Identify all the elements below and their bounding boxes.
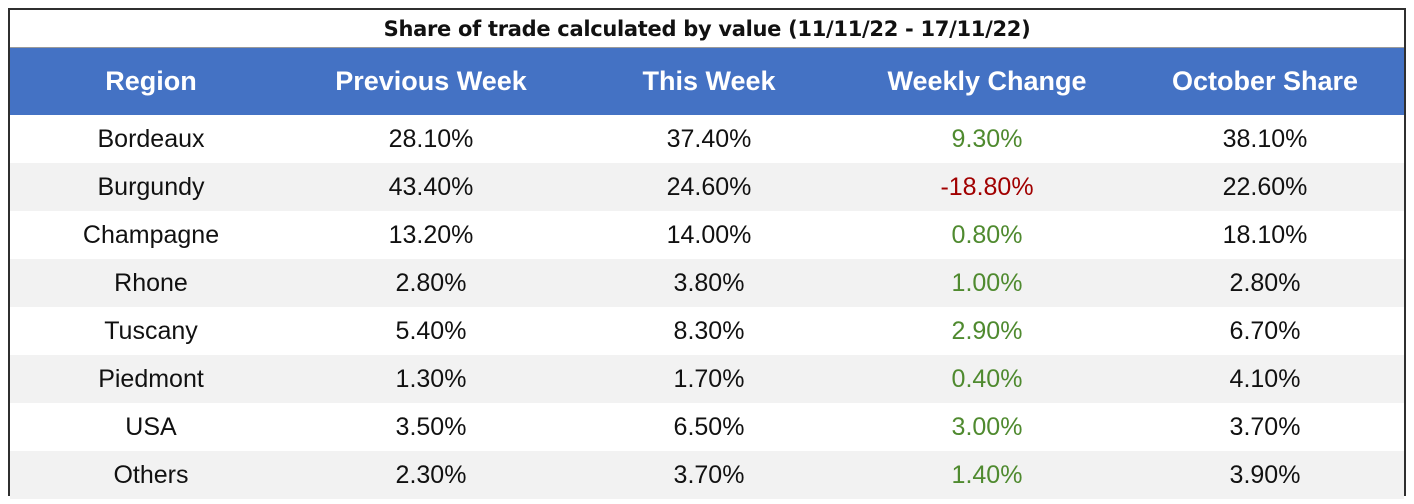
cell-october-share: 38.10% xyxy=(1222,124,1308,153)
cell-region: USA xyxy=(125,412,177,441)
header-weekly-change: Weekly Change xyxy=(887,66,1087,96)
table-row: Bordeaux 28.10% 37.40% 9.30% 38.10% xyxy=(10,115,1404,163)
cell-this-week: 24.60% xyxy=(666,172,752,201)
cell-previous-week: 28.10% xyxy=(388,124,474,153)
cell-region: Tuscany xyxy=(104,316,198,345)
cell-previous-week: 2.80% xyxy=(395,268,467,297)
cell-october-share: 3.70% xyxy=(1229,412,1301,441)
cell-october-share: 22.60% xyxy=(1222,172,1308,201)
header-october-share: October Share xyxy=(1171,66,1359,96)
cell-this-week: 3.80% xyxy=(673,268,745,297)
header-previous-week: Previous Week xyxy=(335,66,527,96)
cell-october-share: 2.80% xyxy=(1229,268,1301,297)
cell-weekly-change: 1.40% xyxy=(951,460,1023,489)
cell-weekly-change: 1.00% xyxy=(951,268,1023,297)
cell-weekly-change: 2.90% xyxy=(951,316,1023,345)
cell-weekly-change: -18.80% xyxy=(940,172,1034,201)
table-row: Piedmont 1.30% 1.70% 0.40% 4.10% xyxy=(10,355,1404,403)
share-of-trade-table: Share of trade calculated by value (11/1… xyxy=(8,8,1406,499)
table-row: Tuscany 5.40% 8.30% 2.90% 6.70% xyxy=(10,307,1404,355)
cell-region: Others xyxy=(113,460,189,489)
table-title: Share of trade calculated by value (11/1… xyxy=(10,10,1404,48)
cell-weekly-change: 0.40% xyxy=(951,364,1023,393)
table-row: Others 2.30% 3.70% 1.40% 3.90% xyxy=(10,451,1404,499)
cell-region: Rhone xyxy=(114,268,188,297)
cell-previous-week: 1.30% xyxy=(395,364,467,393)
cell-october-share: 18.10% xyxy=(1222,220,1308,249)
cell-this-week: 1.70% xyxy=(673,364,745,393)
cell-region: Champagne xyxy=(82,220,220,249)
table-row: Burgundy 43.40% 24.60% -18.80% 22.60% xyxy=(10,163,1404,211)
cell-october-share: 6.70% xyxy=(1229,316,1301,345)
cell-weekly-change: 3.00% xyxy=(951,412,1023,441)
cell-october-share: 3.90% xyxy=(1229,460,1301,489)
cell-this-week: 3.70% xyxy=(673,460,745,489)
header-this-week: This Week xyxy=(642,66,776,96)
table-header-row: Region Previous Week This Week Weekly Ch… xyxy=(10,48,1404,115)
table-row: Champagne 13.20% 14.00% 0.80% 18.10% xyxy=(10,211,1404,259)
cell-region: Bordeaux xyxy=(97,124,205,153)
cell-previous-week: 43.40% xyxy=(388,172,474,201)
cell-region: Piedmont xyxy=(98,364,204,393)
cell-previous-week: 5.40% xyxy=(395,316,467,345)
cell-previous-week: 13.20% xyxy=(388,220,474,249)
header-region: Region xyxy=(105,66,197,96)
cell-weekly-change: 9.30% xyxy=(951,124,1023,153)
cell-previous-week: 3.50% xyxy=(395,412,467,441)
cell-weekly-change: 0.80% xyxy=(951,220,1023,249)
cell-region: Burgundy xyxy=(97,172,205,201)
cell-this-week: 8.30% xyxy=(673,316,745,345)
cell-this-week: 37.40% xyxy=(666,124,752,153)
cell-october-share: 4.10% xyxy=(1229,364,1301,393)
table-row: USA 3.50% 6.50% 3.00% 3.70% xyxy=(10,403,1404,451)
cell-previous-week: 2.30% xyxy=(395,460,467,489)
table-row: Rhone 2.80% 3.80% 1.00% 2.80% xyxy=(10,259,1404,307)
cell-this-week: 14.00% xyxy=(666,220,752,249)
cell-this-week: 6.50% xyxy=(673,412,745,441)
